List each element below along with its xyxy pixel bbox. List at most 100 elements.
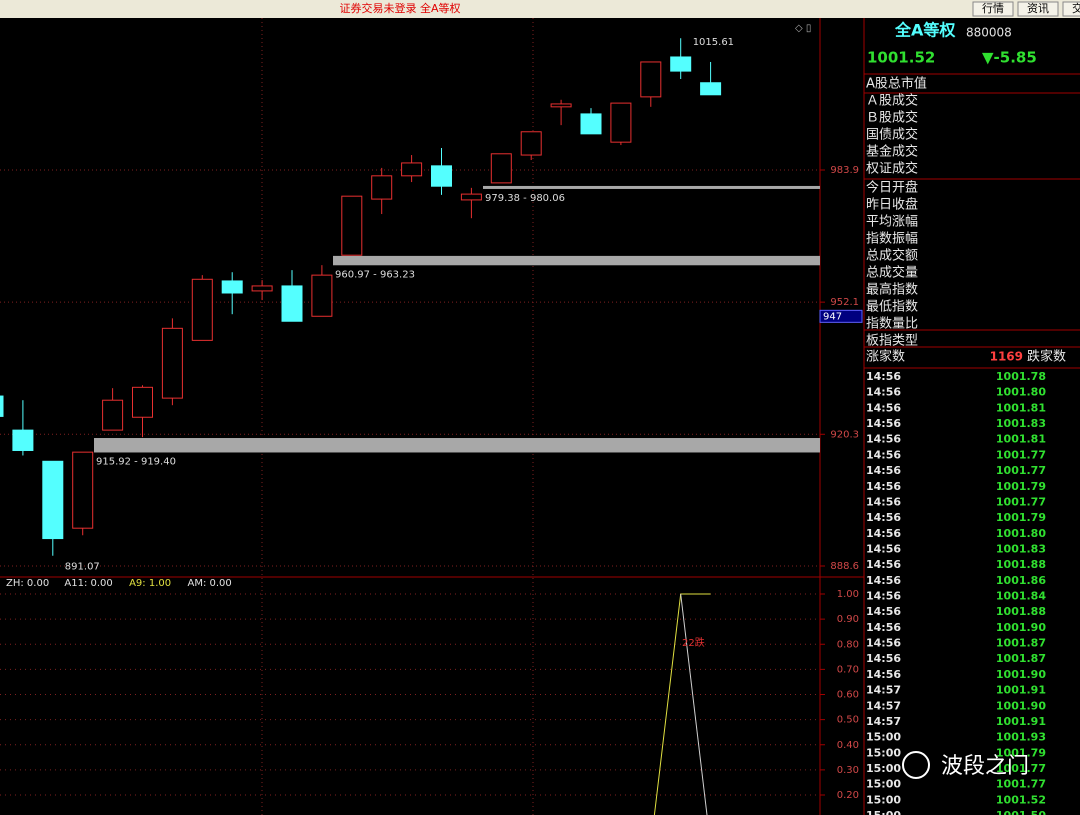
tick-price: 1001.91: [996, 715, 1046, 728]
y-tick-label: 0.30: [837, 765, 859, 776]
rise-count: 1169: [990, 350, 1023, 364]
low-label: 891.07: [65, 562, 100, 573]
support-zone: [94, 438, 820, 453]
y-tick-label: 920.3: [830, 429, 859, 440]
tick-price: 1001.50: [996, 809, 1046, 815]
indicator-legend: A9: 1.00: [129, 578, 171, 589]
tick-price: 1001.90: [996, 668, 1046, 681]
candle-body: [580, 113, 602, 135]
nav-button[interactable]: [972, 1, 1014, 17]
candle-body: [520, 131, 542, 156]
tick-price: 1001.77: [996, 464, 1046, 477]
tick-time: 14:56: [866, 605, 901, 618]
candle-body: [72, 451, 94, 529]
nav-button[interactable]: [1062, 1, 1080, 17]
tick-time: 14:57: [866, 699, 901, 712]
tick-price: 1001.77: [996, 762, 1046, 775]
watermark: 波段之门: [941, 754, 1029, 779]
candle-body: [311, 274, 333, 317]
y-tick-label: 0.70: [837, 664, 859, 675]
support-zone: [333, 255, 820, 266]
field-label: 指数振幅: [866, 232, 918, 247]
nav-button-label[interactable]: 行情: [982, 2, 1004, 15]
tick-time: 14:56: [866, 668, 901, 681]
nav-button-label[interactable]: 资讯: [1027, 2, 1049, 15]
current-price-box: [819, 309, 863, 323]
tick-time: 14:56: [866, 370, 901, 383]
current-price: 947: [823, 311, 842, 322]
high-label: 1015.61: [693, 37, 734, 48]
tick-price: 1001.79: [996, 480, 1046, 493]
tick-price: 1001.77: [996, 448, 1046, 461]
tick-price: 1001.87: [996, 637, 1046, 650]
tick-price: 1001.81: [996, 401, 1046, 414]
zone-label: 915.92 - 919.40: [96, 456, 176, 467]
field-label: 最低指数: [866, 300, 918, 315]
support-zone: [483, 185, 820, 189]
y-tick-label: 0.80: [837, 639, 859, 650]
candle-body: [132, 386, 153, 418]
tick-time: 14:57: [866, 684, 901, 697]
tick-price: 1001.90: [996, 699, 1046, 712]
tick-price: 1001.79: [996, 746, 1046, 759]
indicator-line: [680, 593, 708, 815]
field-label: 平均涨幅: [866, 215, 918, 230]
tick-time: 15:00: [866, 793, 901, 806]
tick-time: 14:56: [866, 527, 901, 540]
field-label: 总成交额: [866, 248, 918, 264]
tick-time: 14:56: [866, 511, 901, 524]
indicator-annotation: 22跌: [682, 636, 705, 649]
tick-price: 1001.77: [996, 495, 1046, 508]
nav-button[interactable]: [1017, 1, 1059, 17]
y-tick-label: 0.20: [837, 790, 859, 801]
tick-price: 1001.80: [996, 386, 1046, 399]
tick-time: 14:56: [866, 480, 901, 493]
zone-label: 979.38 - 980.06: [485, 193, 565, 204]
watermark-icon: [902, 751, 930, 779]
tick-time: 14:56: [866, 542, 901, 555]
tick-price: 1001.84: [996, 590, 1046, 603]
tick-time: 15:00: [866, 778, 901, 791]
field-label: 指数量比: [866, 317, 918, 332]
field-label: 昨日收盘: [866, 197, 918, 213]
tick-time: 15:00: [866, 731, 901, 744]
tick-price: 1001.78: [996, 370, 1046, 383]
tick-time: 15:00: [866, 809, 901, 815]
tick-time: 14:56: [866, 621, 901, 634]
tick-time: 14:56: [866, 495, 901, 508]
candle-body: [12, 429, 34, 451]
field-label: 国债成交: [866, 127, 918, 143]
tick-time: 14:56: [866, 652, 901, 665]
tick-price: 1001.93: [996, 731, 1046, 744]
tick-time: 14:56: [866, 386, 901, 399]
y-tick-label: 0.90: [837, 614, 859, 625]
nav-button-label[interactable]: 交易: [1072, 1, 1080, 15]
field-label: 基金成交: [866, 144, 918, 160]
tick-price: 1001.77: [996, 778, 1046, 791]
status-title: 证券交易未登录 全A等权: [339, 1, 460, 15]
candle-body: [102, 399, 124, 431]
y-tick-label: 0.60: [837, 690, 859, 701]
field-label: 最高指数: [866, 282, 918, 298]
tick-time: 14:56: [866, 401, 901, 414]
field-label: Ｂ股成交: [866, 110, 918, 126]
window-icons[interactable]: ◇ ▯: [795, 23, 811, 34]
candle-body: [161, 327, 183, 399]
candle-body: [640, 61, 662, 98]
field-label: A股总市值: [866, 76, 927, 92]
y-tick-label: 0.50: [837, 715, 859, 726]
tick-price: 1001.88: [996, 605, 1046, 618]
tick-price: 1001.86: [996, 574, 1046, 587]
candle-body: [490, 153, 512, 184]
tick-price: 1001.81: [996, 433, 1046, 446]
candle-body: [191, 278, 213, 341]
tick-time: 14:56: [866, 558, 901, 571]
top-bar: [0, 0, 1080, 18]
indicator-line: [653, 593, 711, 815]
tick-price: 1001.80: [996, 527, 1046, 540]
y-tick-label: 888.6: [830, 561, 859, 572]
tick-time: 14:56: [866, 417, 901, 430]
tick-time: 15:00: [866, 762, 901, 775]
candle-body: [460, 193, 482, 201]
